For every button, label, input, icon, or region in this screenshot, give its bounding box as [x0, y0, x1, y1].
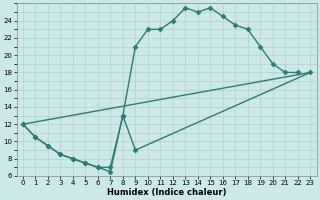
X-axis label: Humidex (Indice chaleur): Humidex (Indice chaleur)	[107, 188, 226, 197]
